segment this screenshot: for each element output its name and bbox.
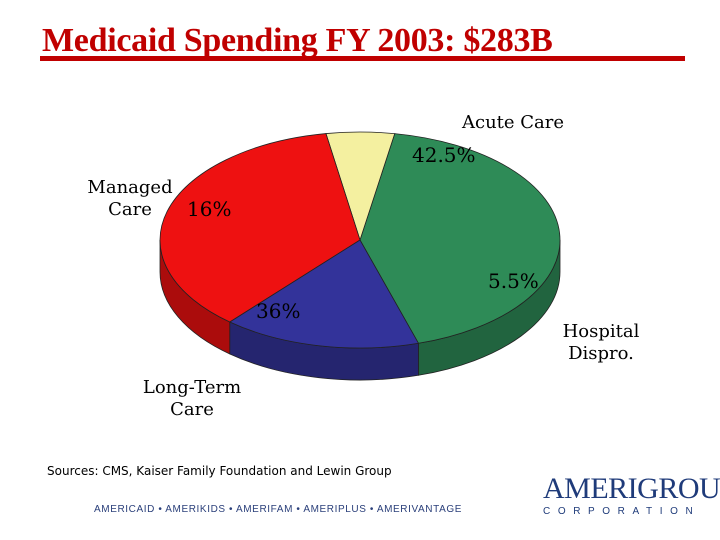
title-underline	[40, 56, 685, 61]
slide-title: Medicaid Spending FY 2003: $283B	[42, 22, 553, 59]
label-managed-care-line1: Managed	[87, 177, 173, 198]
sources-note: Sources: CMS, Kaiser Family Foundation a…	[47, 464, 392, 478]
label-managed-care-line2: Care	[108, 199, 152, 220]
label-hospital-line1: Hospital	[562, 321, 640, 342]
pie-slice-long-term-care	[159, 133, 361, 323]
label-long-term-line1: Long-Term	[142, 377, 242, 398]
label-hospital-line2: Dispro.	[568, 343, 634, 364]
label-managed-care: Managed Care	[80, 177, 180, 221]
label-hospital-dispro: Hospital Dispro.	[552, 321, 650, 365]
pie-slice-managed-care	[229, 239, 420, 349]
label-acute-care-line1: Acute Care	[462, 112, 565, 133]
brand-footer: AMERICAID • AMERIKIDS • AMERIFAM • AMERI…	[94, 504, 462, 515]
pie-slice-acute-care	[359, 133, 561, 344]
pct-managed-care: 16%	[187, 197, 232, 221]
label-acute-care: Acute Care	[462, 112, 564, 134]
pct-hospital-dispro: 5.5%	[488, 269, 539, 293]
label-long-term-care: Long-Term Care	[136, 377, 248, 421]
label-long-term-line2: Care	[170, 399, 214, 420]
pct-long-term-care: 36%	[256, 299, 301, 323]
logo-corporation: CORPORATION	[543, 506, 701, 517]
pct-acute-care: 42.5%	[412, 143, 476, 167]
amerigroup-logo: AMERIGROUP® CORPORATION	[543, 474, 720, 518]
logo-wordmark: AMERIGROUP	[543, 472, 720, 505]
logo-name: AMERIGROUP®	[543, 474, 720, 504]
